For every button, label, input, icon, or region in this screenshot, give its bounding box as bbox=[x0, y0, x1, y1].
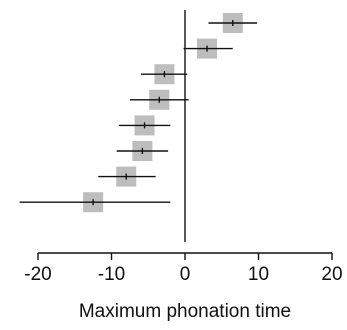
study-row bbox=[118, 115, 171, 136]
study-row bbox=[98, 166, 156, 187]
x-axis: -20 -10 0 10 20 bbox=[24, 252, 343, 285]
study-row bbox=[116, 141, 169, 161]
study-marks bbox=[19, 13, 258, 213]
study-row bbox=[183, 38, 233, 59]
study-row bbox=[19, 192, 171, 213]
study-row bbox=[208, 13, 258, 33]
x-axis-label: Maximum phonation time bbox=[79, 301, 291, 322]
x-tick-label: 20 bbox=[321, 264, 342, 285]
study-row bbox=[140, 64, 188, 85]
x-tick-label: 0 bbox=[180, 264, 191, 285]
x-tick-label: -10 bbox=[98, 264, 125, 285]
study-row bbox=[129, 89, 189, 110]
x-tick-label: 10 bbox=[248, 264, 269, 285]
x-tick-label: -20 bbox=[24, 264, 51, 285]
